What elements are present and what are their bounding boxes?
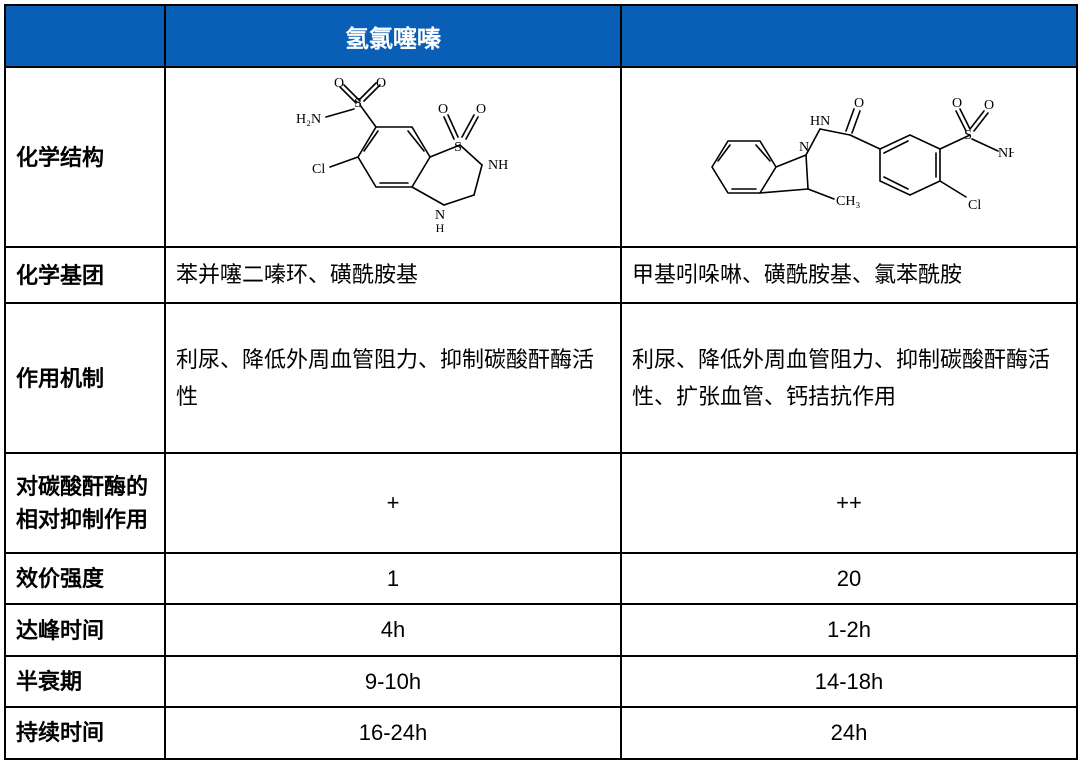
svg-text:Cl: Cl	[312, 162, 325, 177]
row-halflife: 半衰期 9-10h 14-18h	[5, 656, 1077, 707]
header-col2	[621, 5, 1077, 67]
row-inhibition: 对碳酸酐酶的相对抑制作用 + ++	[5, 453, 1077, 553]
svg-text:O: O	[476, 102, 486, 117]
molecule-indapamide-icon: N HN O CH₃ O O S NH₂ Cl	[632, 74, 1066, 240]
svg-text:S: S	[454, 140, 462, 155]
header-col1: 氢氯噻嗪	[165, 5, 621, 67]
cell-tmax-c1: 4h	[165, 604, 621, 655]
svg-text:O: O	[854, 96, 864, 111]
row-group: 化学基团 苯并噻二嗪环、磺酰胺基 甲基吲哚啉、磺酰胺基、氯苯酰胺	[5, 247, 1077, 303]
svg-text:O: O	[438, 102, 448, 117]
cell-duration-c1: 16-24h	[165, 707, 621, 758]
cell-potency-c1: 1	[165, 553, 621, 604]
cell-mechanism-c1: 利尿、降低外周血管阻力、抑制碳酸酐酶活性	[165, 303, 621, 453]
cell-structure-c2: N HN O CH₃ O O S NH₂ Cl	[621, 67, 1077, 247]
cell-halflife-c1: 9-10h	[165, 656, 621, 707]
svg-text:O: O	[952, 96, 962, 111]
header-blank	[5, 5, 165, 67]
molecule-hydrochlorothiazide-icon: OO S NH N H OO S H₂N Cl	[176, 74, 610, 240]
label-inhibition: 对碳酸酐酶的相对抑制作用	[5, 453, 165, 553]
cell-tmax-c2: 1-2h	[621, 604, 1077, 655]
cell-halflife-c2: 14-18h	[621, 656, 1077, 707]
row-duration: 持续时间 16-24h 24h	[5, 707, 1077, 758]
cell-group-c2: 甲基吲哚啉、磺酰胺基、氯苯酰胺	[621, 247, 1077, 303]
row-tmax: 达峰时间 4h 1-2h	[5, 604, 1077, 655]
svg-text:NH₂: NH₂	[998, 146, 1014, 161]
comparison-table: 氢氯噻嗪 化学结构	[4, 4, 1078, 760]
label-potency: 效价强度	[5, 553, 165, 604]
row-structure: 化学结构	[5, 67, 1077, 247]
row-mechanism: 作用机制 利尿、降低外周血管阻力、抑制碳酸酐酶活性 利尿、降低外周血管阻力、抑制…	[5, 303, 1077, 453]
svg-text:S: S	[354, 96, 362, 111]
svg-text:H₂N: H₂N	[296, 112, 321, 127]
label-group: 化学基团	[5, 247, 165, 303]
cell-mechanism-c2: 利尿、降低外周血管阻力、抑制碳酸酐酶活性、扩张血管、钙拮抗作用	[621, 303, 1077, 453]
label-tmax: 达峰时间	[5, 604, 165, 655]
svg-text:S: S	[964, 128, 972, 143]
svg-text:HN: HN	[810, 114, 830, 129]
cell-structure-c1: OO S NH N H OO S H₂N Cl	[165, 67, 621, 247]
svg-text:O: O	[984, 98, 994, 113]
svg-text:O: O	[334, 77, 344, 91]
cell-inhibition-c1: +	[165, 453, 621, 553]
row-potency: 效价强度 1 20	[5, 553, 1077, 604]
label-halflife: 半衰期	[5, 656, 165, 707]
header-row: 氢氯噻嗪	[5, 5, 1077, 67]
label-mechanism: 作用机制	[5, 303, 165, 453]
svg-text:O: O	[376, 77, 386, 91]
svg-text:Cl: Cl	[968, 198, 981, 213]
svg-text:NH: NH	[488, 158, 508, 173]
svg-text:H: H	[436, 221, 445, 235]
svg-text:CH₃: CH₃	[836, 194, 860, 209]
cell-duration-c2: 24h	[621, 707, 1077, 758]
label-structure: 化学结构	[5, 67, 165, 247]
svg-text:N: N	[799, 140, 809, 155]
label-duration: 持续时间	[5, 707, 165, 758]
cell-potency-c2: 20	[621, 553, 1077, 604]
cell-inhibition-c2: ++	[621, 453, 1077, 553]
cell-group-c1: 苯并噻二嗪环、磺酰胺基	[165, 247, 621, 303]
